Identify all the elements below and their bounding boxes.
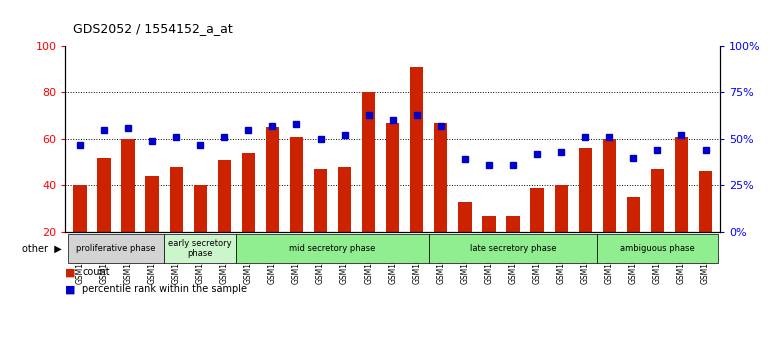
Bar (531, 188, 544, 232)
Bar (362, 92, 375, 232)
Bar (314, 169, 327, 232)
Text: late secretory phase: late secretory phase (470, 244, 556, 253)
Bar (699, 171, 712, 232)
Text: early secretory
phase: early secretory phase (169, 239, 232, 258)
Bar (68, 234, 164, 263)
Bar (651, 169, 664, 232)
Bar (386, 123, 400, 232)
Bar (73, 185, 86, 232)
Bar (578, 148, 592, 232)
Bar (290, 137, 303, 232)
Bar (236, 234, 429, 263)
Bar (434, 123, 447, 232)
Bar (507, 216, 520, 232)
Bar (338, 167, 351, 232)
Bar (266, 127, 279, 232)
Text: ■: ■ (65, 284, 76, 294)
Bar (146, 176, 159, 232)
Text: GDS2052 / 1554152_a_at: GDS2052 / 1554152_a_at (73, 22, 233, 35)
Text: other  ▶: other ▶ (22, 244, 62, 254)
Bar (675, 137, 688, 232)
Text: mid secretory phase: mid secretory phase (290, 244, 376, 253)
Bar (429, 234, 598, 263)
Text: ambiguous phase: ambiguous phase (620, 244, 695, 253)
Bar (122, 139, 135, 232)
Bar (218, 160, 231, 232)
Bar (598, 234, 718, 263)
Bar (164, 234, 236, 263)
Bar (482, 216, 496, 232)
Bar (554, 185, 567, 232)
Bar (410, 67, 424, 232)
Text: ■: ■ (65, 267, 76, 277)
Bar (97, 158, 111, 232)
Text: proliferative phase: proliferative phase (76, 244, 156, 253)
Bar (242, 153, 255, 232)
Text: count: count (82, 267, 110, 277)
Text: percentile rank within the sample: percentile rank within the sample (82, 284, 247, 294)
Bar (458, 202, 471, 232)
Bar (193, 185, 207, 232)
Bar (603, 139, 616, 232)
Bar (627, 197, 640, 232)
Bar (169, 167, 182, 232)
